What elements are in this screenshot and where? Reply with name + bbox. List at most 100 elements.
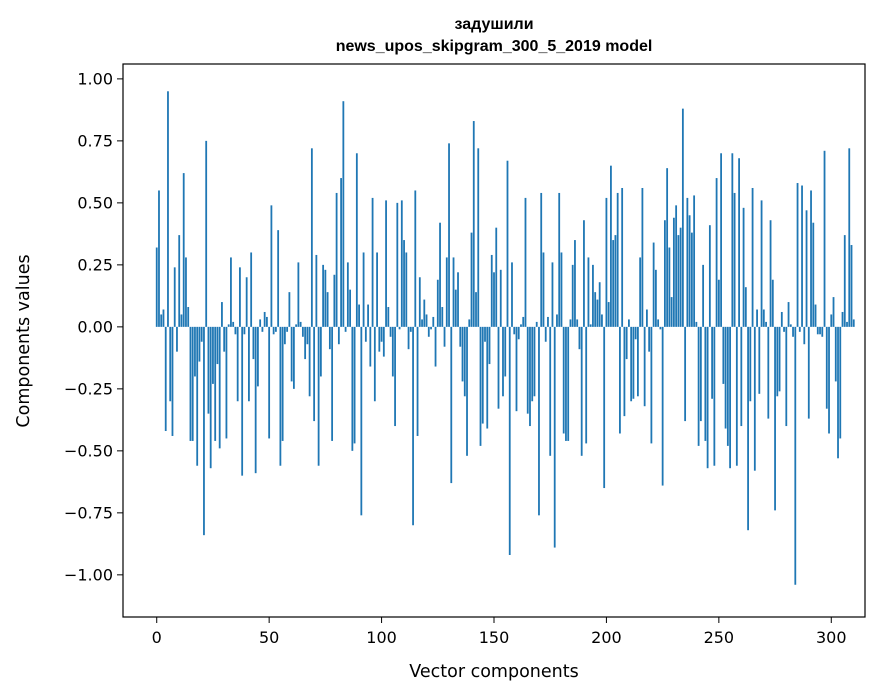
x-tick-label: 100	[366, 628, 397, 647]
bar	[218, 326, 221, 449]
bar	[819, 326, 821, 335]
bar	[526, 326, 529, 414]
bar	[686, 197, 689, 327]
bar	[461, 326, 464, 382]
x-tick-label: 150	[479, 628, 510, 647]
bar	[490, 254, 493, 327]
bar	[567, 326, 570, 441]
bar	[574, 240, 576, 327]
bar	[216, 326, 219, 365]
bar	[562, 326, 565, 434]
bar	[407, 326, 410, 350]
bar	[699, 326, 702, 422]
bar	[254, 326, 257, 474]
bar	[283, 326, 286, 345]
bar	[821, 326, 824, 337]
bar	[690, 232, 693, 327]
bar	[304, 326, 307, 360]
bar	[511, 262, 513, 327]
bar	[439, 222, 441, 327]
bar	[272, 326, 275, 335]
bar	[313, 326, 316, 422]
bar	[783, 326, 785, 332]
x-axis-ticks: 0 50 100 150 200 250 300	[152, 617, 847, 647]
bar	[560, 252, 563, 327]
bar	[488, 326, 491, 365]
x-axis-label: Vector components	[409, 662, 578, 682]
y-tick-label: −0.50	[64, 441, 113, 460]
bar	[565, 326, 567, 441]
bar	[171, 326, 174, 436]
bar	[524, 197, 527, 327]
bar	[623, 326, 626, 417]
bar	[760, 200, 763, 327]
bar	[328, 326, 331, 350]
bar	[798, 326, 801, 332]
bar	[277, 230, 280, 327]
bar	[306, 326, 309, 345]
bar	[475, 292, 477, 327]
bar	[711, 326, 713, 399]
bar	[832, 297, 835, 327]
bar	[497, 326, 500, 409]
bar	[630, 326, 633, 402]
bar	[194, 326, 196, 377]
bar	[583, 220, 585, 327]
bar	[349, 289, 351, 327]
bar	[785, 326, 788, 427]
bar	[481, 326, 484, 424]
bar	[850, 245, 853, 327]
bar	[648, 326, 651, 352]
bar-series	[155, 91, 855, 585]
bar	[720, 153, 722, 327]
bar	[466, 326, 468, 456]
bar	[362, 252, 365, 327]
bar	[239, 267, 241, 327]
bar	[641, 187, 644, 327]
x-tick-label: 250	[704, 628, 735, 647]
bar	[189, 326, 192, 441]
bar	[558, 192, 561, 327]
bar	[771, 279, 774, 327]
bar	[214, 326, 217, 441]
bar	[292, 326, 295, 389]
bar	[400, 200, 403, 327]
y-tick-label: 0.00	[77, 317, 113, 336]
bar	[484, 326, 486, 342]
bar	[592, 264, 594, 327]
bar	[173, 267, 176, 327]
x-tick-label: 300	[816, 628, 847, 647]
bar	[445, 257, 448, 327]
bar	[250, 252, 253, 327]
bar	[234, 326, 237, 335]
bar	[661, 326, 664, 486]
bar	[301, 326, 304, 337]
bar	[353, 326, 356, 444]
bar	[513, 326, 516, 335]
bar	[160, 314, 163, 327]
bar	[846, 321, 848, 327]
plot-frame	[122, 63, 866, 618]
bar	[585, 326, 588, 444]
bar	[158, 190, 160, 327]
bar	[616, 192, 619, 327]
bar	[398, 326, 401, 330]
bar	[198, 326, 201, 362]
bar	[351, 326, 354, 451]
bar	[223, 326, 226, 352]
bar	[520, 324, 522, 327]
bar	[747, 326, 749, 531]
bar	[834, 326, 837, 382]
bar	[371, 197, 374, 327]
bar	[477, 148, 480, 327]
bar	[389, 326, 392, 337]
bar	[619, 326, 621, 434]
bar	[628, 319, 630, 327]
bar	[322, 264, 325, 327]
bar	[794, 326, 797, 585]
bar	[454, 289, 457, 327]
bar	[666, 168, 669, 327]
bar	[672, 217, 675, 327]
bar	[753, 326, 756, 471]
